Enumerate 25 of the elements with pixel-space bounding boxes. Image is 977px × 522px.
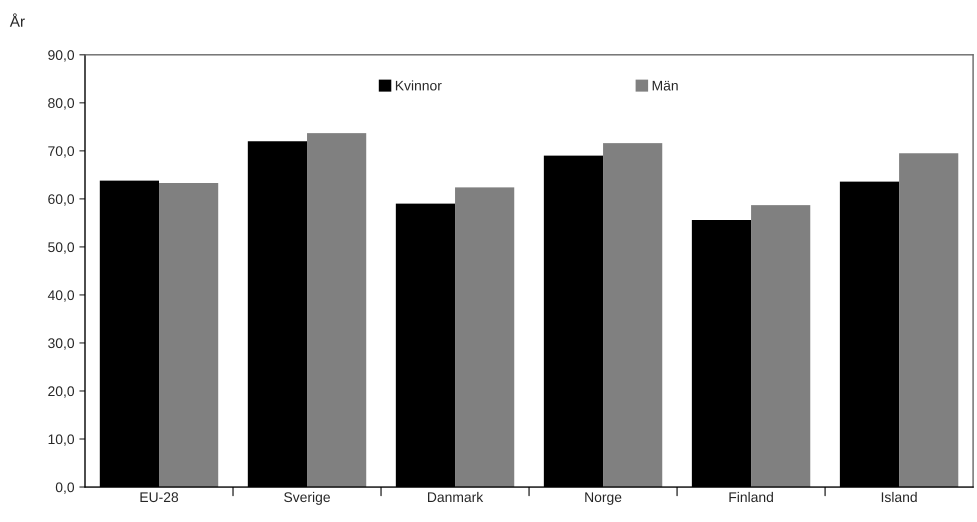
- x-tick-label: Finland: [729, 492, 773, 502]
- y-tick-label: 50,0: [48, 242, 74, 254]
- bar: [307, 133, 366, 488]
- bar: [159, 183, 218, 488]
- bar: [455, 187, 514, 488]
- y-tick-label: 10,0: [48, 434, 74, 446]
- x-tick-label: Danmark: [428, 492, 484, 502]
- y-tick-label: 20,0: [48, 386, 74, 398]
- y-tick-label: 60,0: [48, 194, 74, 206]
- legend-label: Kvinnor: [396, 80, 442, 91]
- bar: [899, 153, 958, 488]
- y-tick-label: 30,0: [48, 338, 74, 350]
- y-tick-label: 80,0: [48, 98, 74, 110]
- x-tick-label: EU-28: [140, 492, 178, 502]
- y-tick-label: 90,0: [48, 50, 74, 62]
- legend-label: Män: [652, 80, 678, 91]
- bar: [751, 205, 810, 488]
- y-tick-label: 40,0: [48, 290, 74, 302]
- x-tick-label: Norge: [585, 492, 622, 505]
- bar: [603, 143, 662, 488]
- x-tick-label: Island: [882, 492, 917, 502]
- y-tick-label: 70,0: [48, 146, 74, 158]
- y-axis-title: År: [10, 13, 25, 27]
- x-tick-label: Sverige: [284, 492, 330, 505]
- y-tick-label: 0,0: [56, 482, 74, 494]
